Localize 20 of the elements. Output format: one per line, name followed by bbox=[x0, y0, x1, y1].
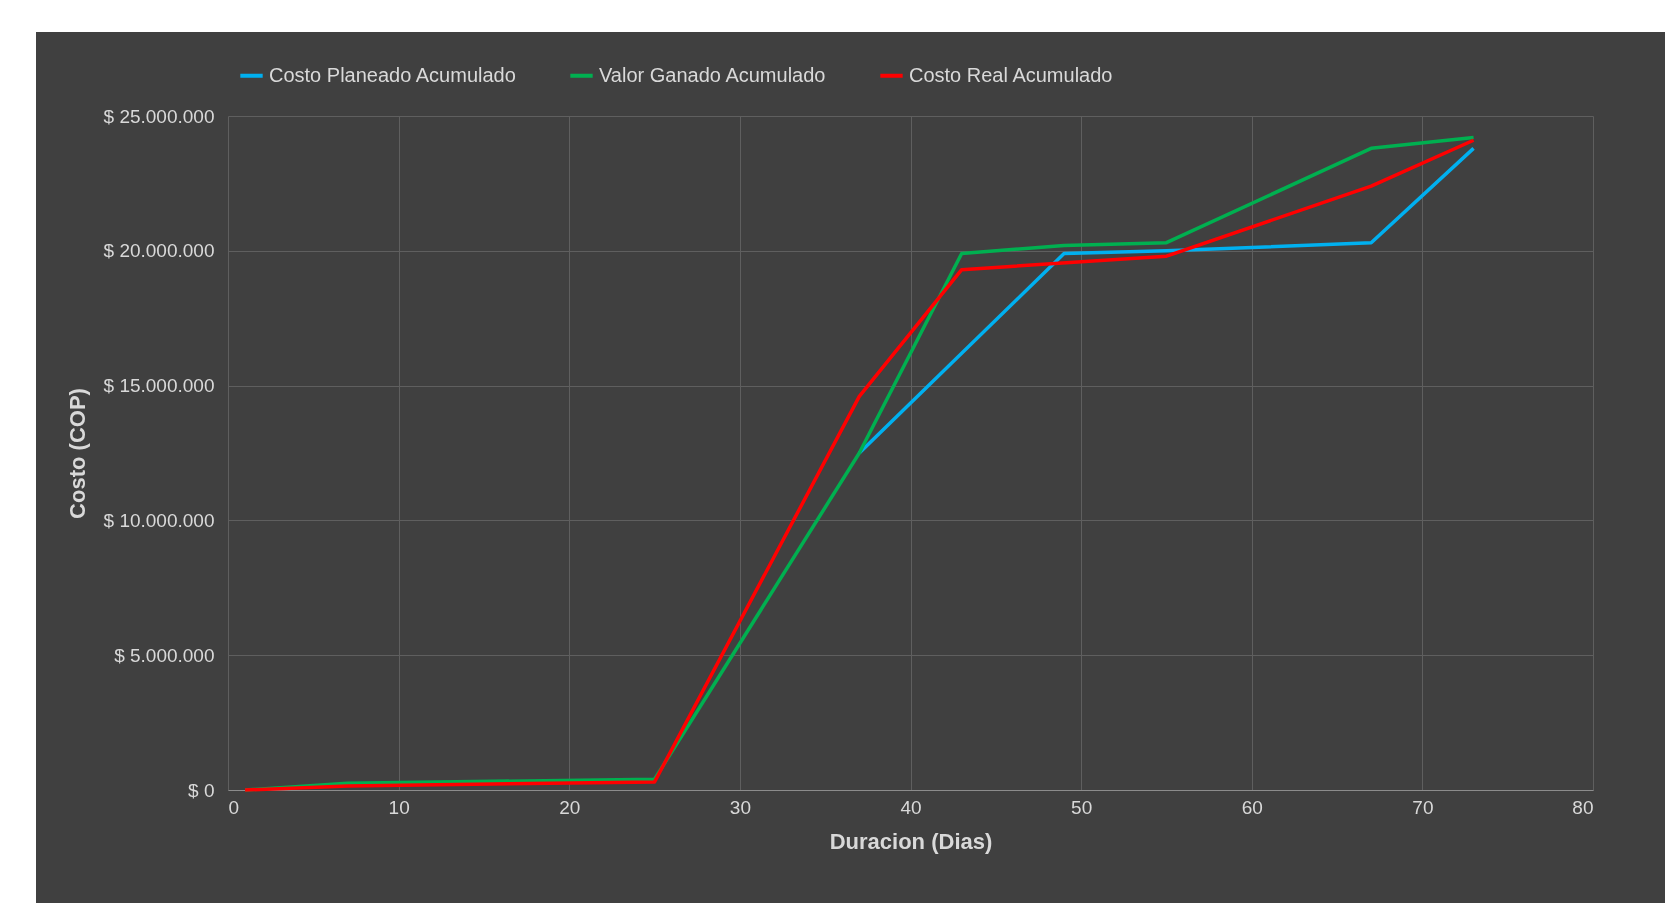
legend-label: Costo Real Acumulado bbox=[909, 63, 1113, 86]
x-tick-label: 10 bbox=[388, 796, 410, 818]
x-tick-label: 0 bbox=[228, 796, 240, 818]
x-tick-label: 20 bbox=[559, 796, 581, 818]
y-tick-label: $ 25.000.000 bbox=[103, 105, 215, 127]
y-tick-label: $ 10.000.000 bbox=[103, 509, 215, 531]
x-tick-label: 70 bbox=[1412, 796, 1434, 818]
y-tick-label: $ 5.000.000 bbox=[114, 644, 215, 666]
x-tick-label: 60 bbox=[1241, 796, 1263, 818]
x-axis-title: Duracion (Dias) bbox=[829, 828, 993, 854]
y-axis-title: Costo (COP) bbox=[64, 388, 90, 519]
x-tick-label: 50 bbox=[1071, 796, 1093, 818]
y-tick-label: $ 20.000.000 bbox=[103, 240, 215, 262]
x-tick-label: 30 bbox=[729, 796, 751, 818]
legend-label: Valor Ganado Acumulado bbox=[599, 63, 826, 86]
x-tick-label: 80 bbox=[1572, 796, 1594, 818]
y-tick-label: $ 0 bbox=[188, 779, 215, 801]
y-tick-label: $ 15.000.000 bbox=[103, 375, 215, 397]
x-tick-label: 40 bbox=[900, 796, 922, 818]
legend-label: Costo Planeado Acumulado bbox=[269, 63, 516, 86]
